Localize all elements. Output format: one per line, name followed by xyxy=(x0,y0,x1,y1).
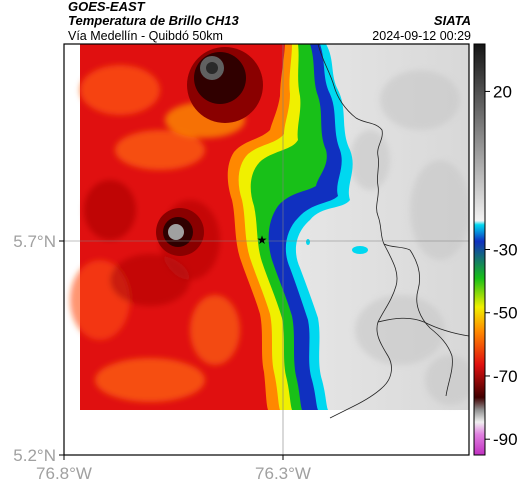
lon-tick-label: 76.8°W xyxy=(36,464,92,483)
longitude-ticks: 76.8°W 76.3°W xyxy=(36,455,311,483)
product-title: Temperatura de Brillo CH13 xyxy=(68,13,239,28)
lat-tick-label: 5.7°N xyxy=(13,232,56,251)
coastline-and-borders xyxy=(317,44,469,419)
product-source: GOES-EAST xyxy=(68,0,145,14)
colorbar-tick-label: -50 xyxy=(493,304,518,323)
timestamp-label: 2024-09-12 00:29 xyxy=(372,29,471,43)
cloud-field xyxy=(70,44,469,419)
organization-label: SIATA xyxy=(433,13,471,28)
colorbar-tick-label: 20 xyxy=(493,82,512,101)
latitude-ticks: 5.7°N 5.2°N xyxy=(13,232,64,465)
region-subtitle: Vía Medellín - Quibdó 50km xyxy=(68,29,223,43)
lon-tick-label: 76.3°W xyxy=(255,464,311,483)
star-icon: ★ xyxy=(257,233,268,247)
map-frame xyxy=(63,43,470,456)
colorbar xyxy=(473,43,486,456)
colorbar-tick-label: -70 xyxy=(493,367,518,386)
colorbar-tick-label: -30 xyxy=(493,241,518,260)
colorbar-tick-label: -90 xyxy=(493,430,518,449)
lat-tick-label: 5.2°N xyxy=(13,446,56,465)
colorbar-ticks: 20 -30 -50 -70 -90 xyxy=(485,82,518,449)
